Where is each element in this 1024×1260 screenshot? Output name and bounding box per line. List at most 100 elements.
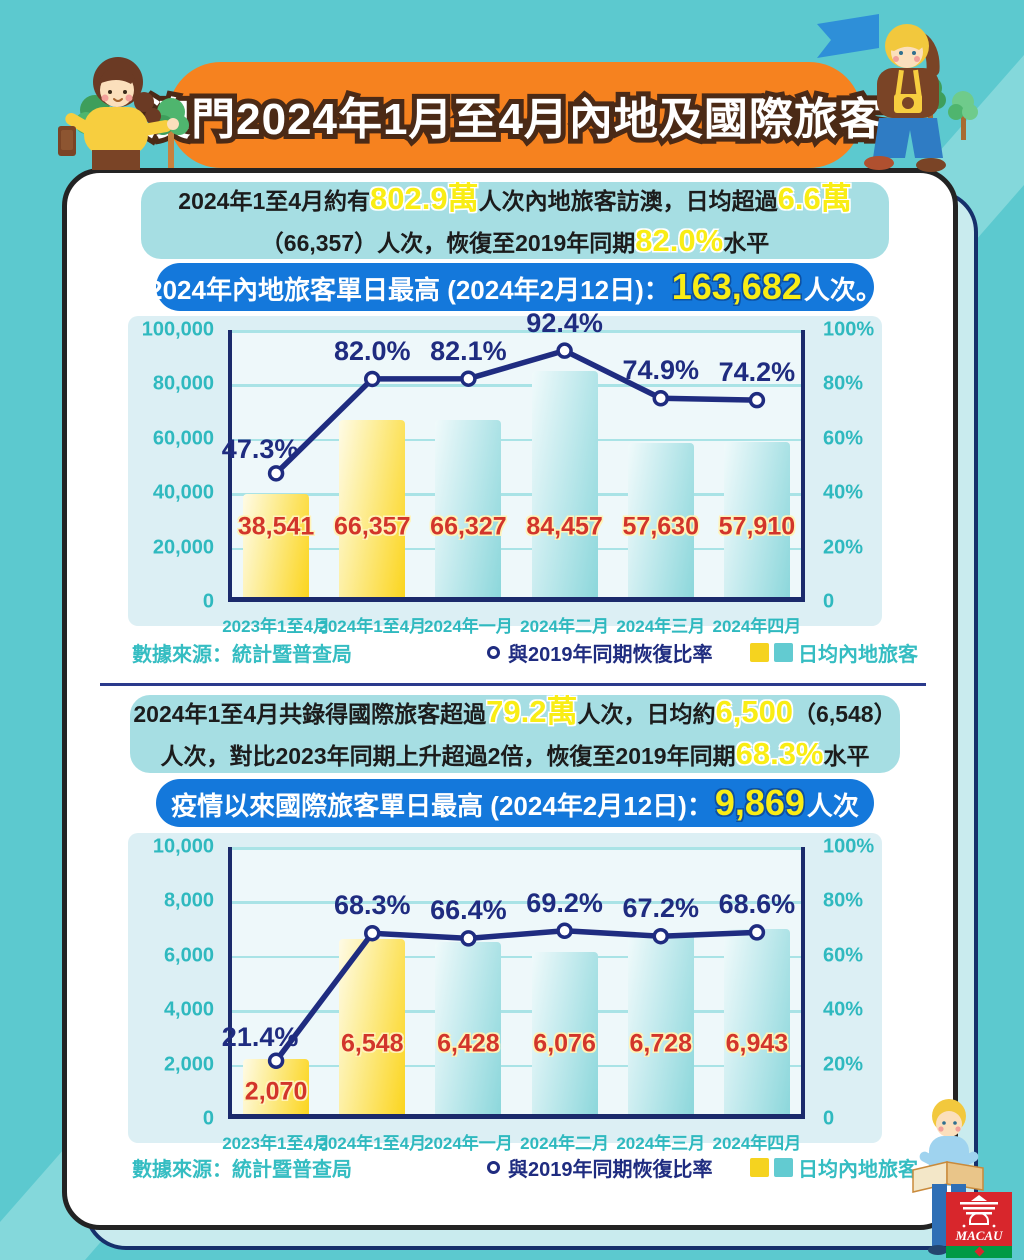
international-summary-text: 2024年1至4月共錄得國際旅客超過79.2萬人次，日均約6,500（6,548… <box>133 692 896 776</box>
y-axis-tick-right: 60% <box>823 944 864 967</box>
text-segment: （66,357）人次，恢復至2019年同期 <box>260 229 636 256</box>
highlight-value: 6,500 <box>715 694 794 729</box>
y-axis-tick-right: 80% <box>823 889 864 912</box>
international-peak-text: 疫情以來國際旅客單日最高 (2024年2月12日)：9,869人次 <box>171 782 859 824</box>
y-axis-tick-left: 40,000 <box>152 481 214 504</box>
percentage-label: 82.1% <box>430 335 507 366</box>
mainland-peak-text: 2024年內地旅客單日最高 (2024年2月12日)：163,682人次。 <box>148 266 882 308</box>
line-point-marker <box>652 927 669 945</box>
x-axis-tick: 2023年1至4月 <box>222 1134 330 1153</box>
data-source-label: 數據來源：統計暨普查局 <box>132 1159 352 1181</box>
mainland-peak-banner: 2024年內地旅客單日最高 (2024年2月12日)：163,682人次。 <box>148 263 882 311</box>
percentage-label: 74.9% <box>622 355 700 386</box>
bar-value-label: 66,327 <box>430 512 507 541</box>
legend-daily-visitors: 日均內地旅客 <box>750 1153 918 1182</box>
x-axis-tick: 2024年二月 <box>520 617 609 636</box>
y-axis-tick-left: 80,000 <box>152 372 214 395</box>
percentage-label: 66.4% <box>430 895 507 926</box>
girl-figure <box>58 57 179 170</box>
text-segment: 人次 <box>806 791 859 821</box>
y-axis-tick-right: 0 <box>823 1107 835 1130</box>
bar-value-label: 57,630 <box>622 512 699 541</box>
legend-daily-visitors-label: 日均內地旅客 <box>798 644 918 666</box>
bar <box>627 443 694 597</box>
text-segment: 水平 <box>823 743 870 769</box>
gridline <box>232 1010 801 1013</box>
plot-area <box>228 847 805 1119</box>
line-point-marker <box>460 370 477 387</box>
section-divider <box>100 683 926 686</box>
bar <box>435 419 502 597</box>
bar <box>339 939 406 1114</box>
teal-square-icon <box>774 1158 793 1177</box>
page-title: 澳門2024年1月至4月內地及國際旅客 澳門2024年1月至4月內地及國際旅客 <box>141 83 888 149</box>
x-axis-tick: 2024年二月 <box>520 1134 609 1153</box>
bar <box>531 951 598 1114</box>
gridline <box>232 384 801 387</box>
girl-tourist-illustration <box>58 57 189 170</box>
percentage-label: 82.0% <box>333 335 411 366</box>
boy-tourist-illustration <box>817 14 978 172</box>
gridline <box>232 438 801 442</box>
bar-value-label: 6,428 <box>437 1029 500 1058</box>
bar <box>627 934 694 1114</box>
mainland-summary-box: 2024年1至4月約有802.9萬人次內地旅客訪澳，日均超過6.6萬 （66,35… <box>141 181 889 259</box>
legend-recovery-rate-label: 與2019年同期恢復比率 <box>508 1159 713 1181</box>
percentage-label: 68.3% <box>333 890 411 921</box>
flag-icon <box>817 14 879 58</box>
y-axis-tick-right: 40% <box>823 998 864 1021</box>
line-point-marker <box>556 342 573 359</box>
bar-value-label: 6,728 <box>629 1029 693 1058</box>
legend-daily-visitors: 日均內地旅客 <box>750 638 918 667</box>
bar-value-label: 6,548 <box>340 1029 404 1058</box>
gridline <box>232 847 801 850</box>
y-axis-tick-left: 20,000 <box>152 536 214 559</box>
percentage-label: 92.4% <box>526 307 603 338</box>
percentage-label: 67.2% <box>622 893 700 924</box>
mainland-visitors-chart: 100,000 80,000 60,000 40,000 20,000 0 100% 80% 6… <box>128 308 882 636</box>
yellow-square-icon <box>750 1158 769 1177</box>
bar-value-label: 57,910 <box>718 512 796 541</box>
line-point-marker <box>267 1052 285 1070</box>
bar <box>531 371 598 597</box>
legend-recovery-rate-label: 與2019年同期恢復比率 <box>508 644 713 666</box>
mainland-chart-footer: 數據來源：統計暨普查局 與2019年同期恢復比率 日均內地旅客 <box>62 638 958 668</box>
boy-figure <box>864 24 946 172</box>
y-axis-tick-left: 0 <box>202 1107 214 1130</box>
reader-figure <box>912 1099 984 1255</box>
y-axis-tick-right: 80% <box>823 372 864 395</box>
macau-logo-text: MACAU <box>955 1228 1004 1243</box>
line-point-marker <box>364 370 381 388</box>
y-axis-tick-left: 8,000 <box>163 889 214 912</box>
y-axis-tick-right: 0 <box>823 590 835 613</box>
data-source-label: 數據來源：統計暨普查局 <box>132 644 352 666</box>
text-segment: 疫情以來國際旅客單日最高 (2024年2月12日)： <box>171 791 713 821</box>
line-point-marker <box>460 930 477 947</box>
highlight-value: 68.3% <box>735 736 824 771</box>
bar-value-label: 66,357 <box>334 512 411 541</box>
text-segment: 人次內地旅客訪澳，日均超過 <box>478 187 778 214</box>
line-point-marker <box>267 465 285 482</box>
line-marker-icon <box>487 1161 500 1174</box>
international-summary-box: 2024年1至4月共錄得國際旅客超過79.2萬人次，日均約6,500（6,548… <box>130 692 900 776</box>
mainland-summary-text: 2024年1至4月約有802.9萬人次內地旅客訪澳，日均超過6.6萬 （66,35… <box>178 179 851 263</box>
y-axis-tick-right: 100% <box>823 835 875 858</box>
x-axis-tick: 2024年一月 <box>423 1134 513 1153</box>
legend-recovery-rate: 與2019年同期恢復比率 <box>487 1153 713 1182</box>
highlight-value: 6.6萬 <box>777 180 852 216</box>
line-marker-icon <box>487 646 500 659</box>
y-axis-tick-right: 20% <box>823 536 864 559</box>
macau-logo: MACAU <box>946 1192 1012 1258</box>
gridline <box>232 955 801 959</box>
yellow-square-icon <box>750 643 769 662</box>
gridline <box>232 493 801 496</box>
line-point-marker <box>364 924 381 942</box>
international-chart-footer: 數據來源：統計暨普查局 與2019年同期恢復比率 日均內地旅客 <box>62 1153 958 1183</box>
text-segment: 人次，日均約 <box>577 701 716 727</box>
recovery-rate-line <box>267 922 766 1070</box>
gridline <box>232 330 801 333</box>
line-point-marker <box>748 924 766 941</box>
map-icon <box>946 1161 984 1191</box>
y-axis-tick-left: 6,000 <box>163 944 214 967</box>
title-banner: 澳門2024年1月至4月內地及國際旅客 澳門2024年1月至4月內地及國際旅客 <box>141 62 888 168</box>
